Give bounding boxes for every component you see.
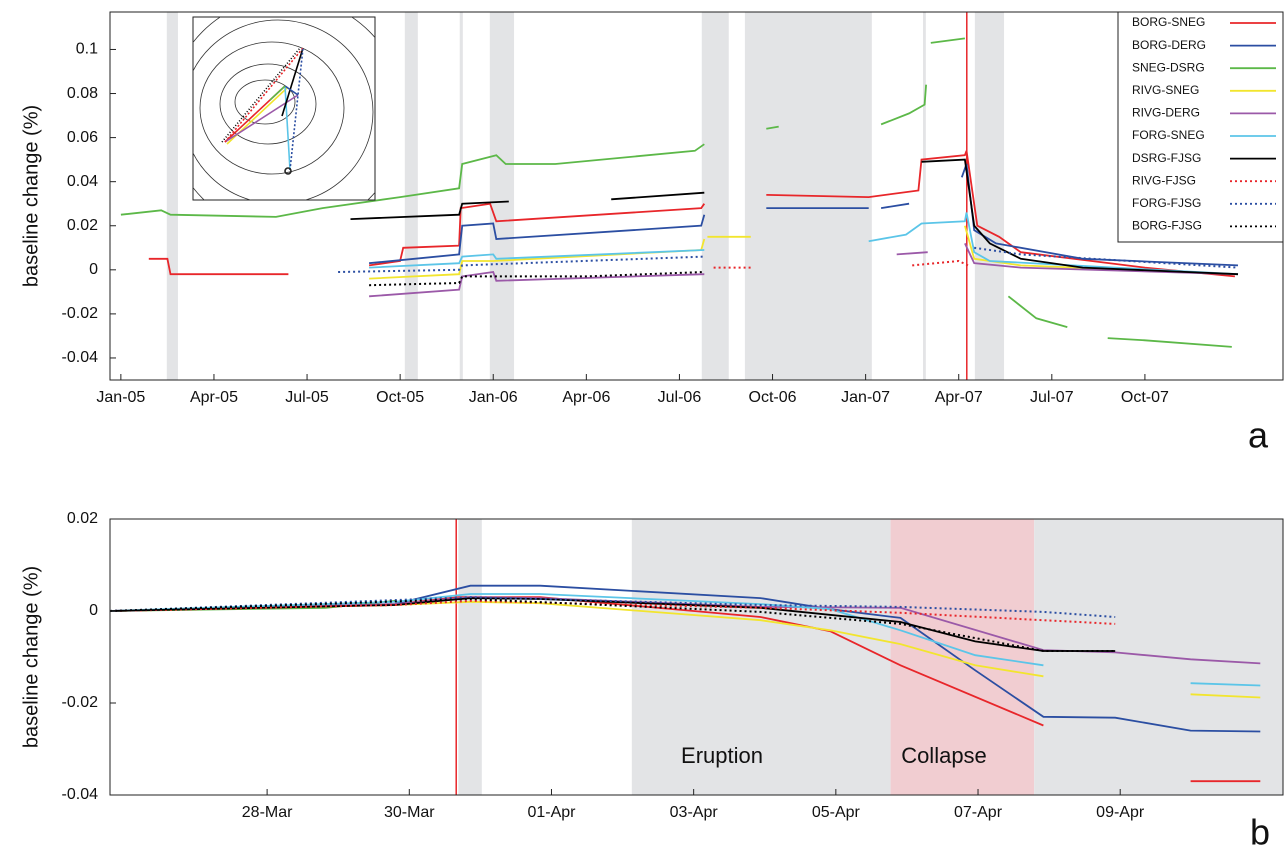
shaded-span [923,12,926,380]
x-tick-label: 30-Mar [384,804,435,821]
y-tick-label: 0.08 [67,85,98,102]
x-tick-label: 05-Apr [812,804,861,821]
station [284,167,292,175]
x-tick-label: Oct-05 [376,389,424,406]
y-tick-label: 0.1 [76,41,98,58]
x-tick-label: 07-Apr [954,804,1003,821]
x-tick-label: Apr-07 [935,389,983,406]
shaded-span [974,12,1005,380]
legend-label: BORG-DERG [1132,38,1206,52]
y-tick-label: 0.04 [67,173,98,190]
x-tick-label: Jul-05 [285,389,329,406]
legend-label: FORG-FJSG [1132,196,1201,210]
baseline [284,85,299,96]
x-tick-label: Apr-06 [562,389,610,406]
annotation: Collapse [901,743,987,768]
inset-map [192,16,376,201]
x-tick-label: Jul-06 [658,389,702,406]
series-line [109,584,1261,733]
series-line [369,271,705,287]
data-layer [109,37,1261,783]
series-line [713,259,969,269]
contour [234,79,296,125]
shaded-span [458,519,482,795]
y-tick-label: 0.02 [67,510,98,527]
legend-label: FORG-SNEG [1132,128,1205,142]
series-line [109,599,1116,625]
shaded-span [701,12,729,380]
baseline [269,85,286,101]
legend-label: RIVG-SNEG [1132,83,1199,97]
series-line [369,212,1239,276]
annotation: Eruption [681,743,763,768]
series-line [109,597,1116,652]
y-axis-title: baseline change (%) [20,566,42,748]
y-tick-label: 0.02 [67,217,98,234]
axes-layer: -0.04 -0.02 0 0.02 0.04 0.06 0.08 0.1 Jan-05 Apr-… [20,11,1284,852]
baseline [289,47,304,171]
y-tick-label: 0 [89,602,98,619]
series-line [120,37,1232,348]
plot-frame [109,518,1284,796]
shaded-span [890,519,1035,795]
y-tick-label: 0 [89,261,98,278]
y-tick-label: -0.02 [62,305,99,322]
baseline [281,47,304,117]
shaded-span [166,12,178,380]
baseline [284,85,291,171]
series-line [338,246,1239,273]
y-tick-label: -0.04 [62,786,99,803]
shaded-span [459,12,463,380]
series-line [109,596,1116,618]
y-tick-label: 0.06 [67,129,98,146]
x-tick-label: Oct-07 [1121,389,1169,406]
legend-label: BORG-SNEG [1132,15,1205,29]
x-tick-label: Jan-07 [841,389,890,406]
baselines [221,47,304,175]
x-tick-label: 03-Apr [670,804,719,821]
legend-label: RIVG-FJSG [1132,173,1196,187]
x-tick-label: Jul-07 [1030,389,1074,406]
contours [193,17,375,200]
legend-label: SNEG-DSRG [1132,60,1205,74]
legend-label: DSRG-FJSG [1132,151,1201,165]
series-line [369,243,1239,298]
shaded-span [631,519,891,795]
shaded-span [489,12,515,380]
baseline [224,47,304,143]
background-layer [166,12,1283,795]
y-tick-label: -0.02 [62,694,99,711]
contour [193,19,374,200]
panel-label: a [1248,415,1269,456]
series-line [369,163,1239,267]
y-tick-label: -0.04 [62,349,99,366]
series-line [350,158,1239,276]
x-tick-label: Oct-06 [749,389,797,406]
y-axis-title: baseline change (%) [20,105,42,287]
x-tick-label: Apr-05 [190,389,238,406]
x-tick-label: Jan-06 [469,389,518,406]
panel-label: b [1250,812,1270,852]
x-tick-label: Jan-05 [96,389,145,406]
legend-label: BORG-FJSG [1132,219,1202,233]
x-tick-label: 01-Apr [527,804,576,821]
x-tick-label: 28-Mar [242,804,293,821]
x-tick-label: 09-Apr [1096,804,1145,821]
contour [219,63,317,145]
contour [199,41,345,175]
legend-label: RIVG-DERG [1132,106,1200,120]
